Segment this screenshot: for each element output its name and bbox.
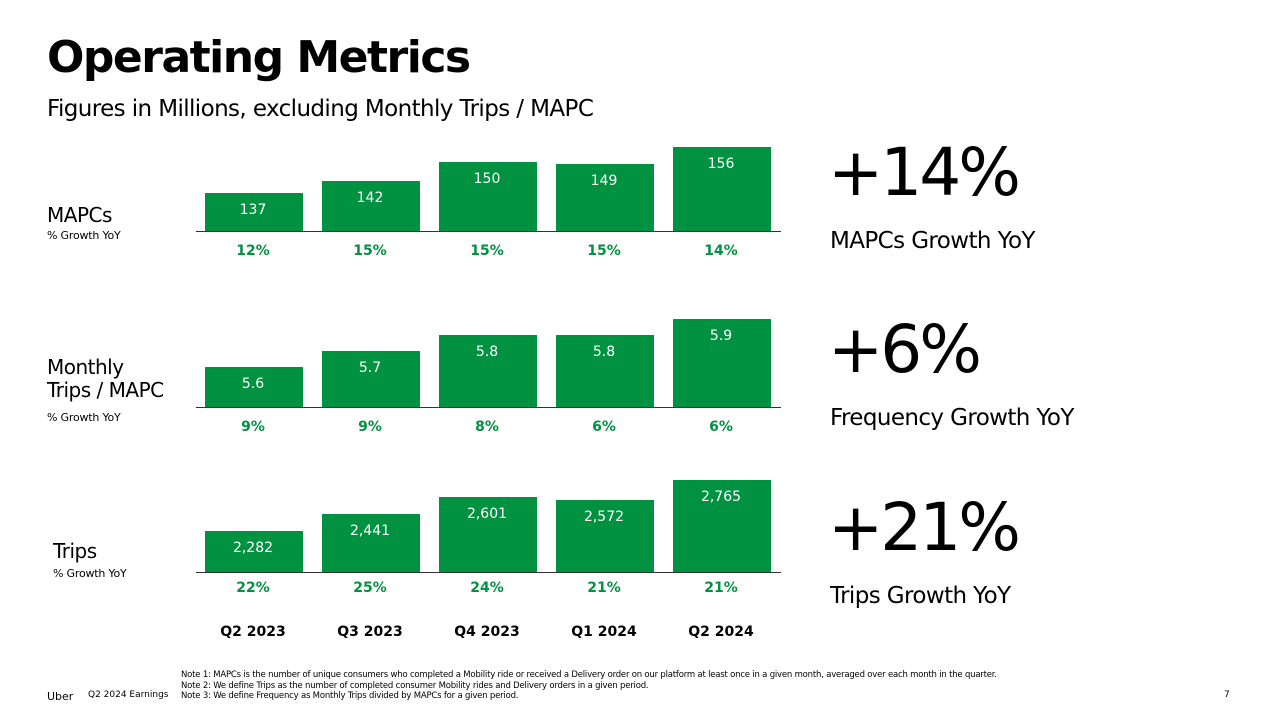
chart-3-bar-5-value-label: 2,765 [700,489,742,505]
chart-1-growth-label-3: 15% [470,243,504,259]
chart-1-bar-2 [322,181,420,231]
chart-2-bar-2 [322,351,420,407]
chart-2-growth-label-5: 6% [709,419,733,435]
chart-3-growth-label-5: 21% [704,580,738,596]
category-label-q1-2024: Q1 2024 [571,624,637,640]
chart-1-bar-3 [439,162,537,231]
chart-1-growth-label-4: 15% [587,243,621,259]
chart-3-bar-4-value-label: 2,572 [583,509,625,525]
chart-1-bar-1-value-label: 137 [239,202,267,218]
chart-1-growth-label-5: 14% [704,243,738,259]
chart-2-growth-label-4: 6% [592,419,616,435]
chart-2-growth-label-1: 9% [241,419,265,435]
footnote-3: Note 3: We define Frequency as Monthly T… [181,691,519,701]
chart-2-baseline [196,407,781,408]
chart-1-bar-3-value-label: 150 [473,171,501,187]
frequency-growth-label: Frequency Growth YoY [830,405,1074,431]
chart-3-bar-1-value-label: 2,282 [232,540,274,556]
category-label-q3-2023: Q3 2023 [337,624,403,640]
mapcs-row-sublabel: % Growth YoY [47,229,121,242]
chart-2-bar-5 [673,319,771,407]
chart-1-bar-5 [673,147,771,231]
chart-1-bar-4 [556,164,654,231]
chart-2-bar-1-value-label: 5.6 [241,376,265,392]
chart-1-bar-5-value-label: 156 [707,156,735,172]
chart-1-bar-1 [205,193,303,231]
chart-1-bar-4-value-label: 149 [590,173,618,189]
chart-3-bar-4 [556,500,654,572]
frequency-growth-value: +6% [828,311,982,388]
trips-row-label: Trips [53,539,97,563]
trips-row-sublabel: % Growth YoY [53,567,127,580]
trips-per-mapc-row-label-line2: Trips / MAPC [47,378,164,402]
chart-3-bar-2-value-label: 2,441 [349,523,391,539]
mapcs-growth-value: +14% [828,134,1021,211]
chart-2-bar-5-value-label: 5.9 [709,328,733,344]
chart-1-growth-label-1: 12% [236,243,270,259]
chart-2-bar-3-value-label: 5.8 [475,344,499,360]
chart-2-bar-1 [205,367,303,407]
chart-2-bar-3 [439,335,537,407]
category-label-q4-2023: Q4 2023 [454,624,520,640]
category-label-q2-2024: Q2 2024 [688,624,754,640]
footer-brand: Uber [47,690,74,703]
mapcs-growth-label: MAPCs Growth YoY [830,228,1035,254]
chart-1-baseline [196,231,781,232]
chart-3-bar-5 [673,480,771,572]
mapcs-row-label: MAPCs [47,203,112,227]
footer-document-name: Q2 2024 Earnings [88,690,169,700]
chart-1-bar-2-value-label: 142 [356,190,384,206]
chart-3-growth-label-2: 25% [353,580,387,596]
page-title: Operating Metrics [47,32,471,83]
page-subtitle: Figures in Millions, excluding Monthly T… [47,96,594,122]
chart-2-growth-label-3: 8% [475,419,499,435]
chart-1-growth-label-2: 15% [353,243,387,259]
chart-2-bar-2-value-label: 5.7 [358,360,382,376]
chart-2-growth-label-2: 9% [358,419,382,435]
chart-2-bar-4 [556,335,654,407]
chart-3-bar-3 [439,497,537,572]
trips-per-mapc-row-label-line1: Monthly [47,355,124,379]
chart-2-bar-4-value-label: 5.8 [592,344,616,360]
chart-3-bar-2 [322,514,420,572]
trips-growth-label: Trips Growth YoY [830,583,1011,609]
chart-3-growth-label-3: 24% [470,580,504,596]
page-number: 7 [1224,690,1230,700]
chart-3-growth-label-1: 22% [236,580,270,596]
trips-per-mapc-row-sublabel: % Growth YoY [47,411,121,424]
chart-3-bar-3-value-label: 2,601 [466,506,508,522]
category-label-q2-2023: Q2 2023 [220,624,286,640]
chart-3-baseline [196,572,781,573]
footnote-1: Note 1: MAPCs is the number of unique co… [181,670,997,680]
footnote-2: Note 2: We define Trips as the number of… [181,681,649,691]
chart-3-bar-1 [205,531,303,572]
trips-growth-value: +21% [828,489,1021,566]
chart-3-growth-label-4: 21% [587,580,621,596]
